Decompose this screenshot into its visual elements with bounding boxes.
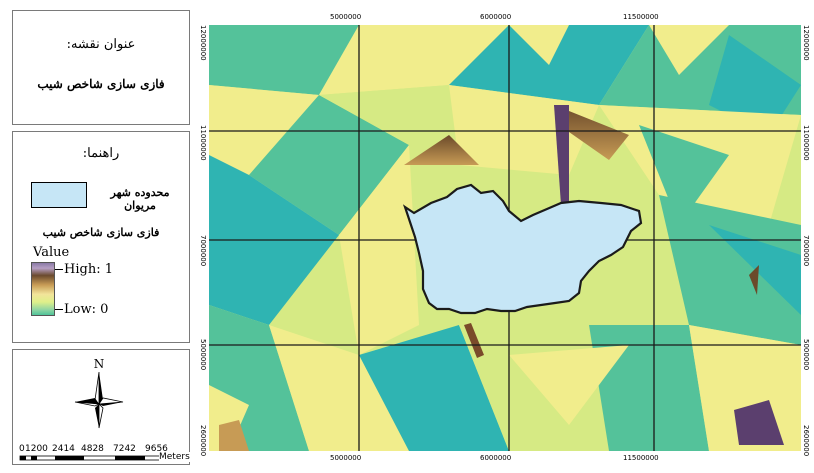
raster-facet <box>639 125 729 225</box>
raster-facet <box>649 25 729 75</box>
raster-facet <box>269 325 409 451</box>
map-title-value: فازی سازی شاخص شیب <box>37 77 165 91</box>
raster-facet <box>209 85 319 175</box>
north-scale-panel: N 0 1200 2414 4828 7242 9656 Meters <box>12 349 190 465</box>
y-coord-left-3: 7000000 <box>199 235 207 267</box>
scale-label-5: 9656 <box>145 444 168 454</box>
raster-facet <box>589 325 709 451</box>
north-letter: N <box>94 357 105 371</box>
scale-label-1: 1200 <box>25 444 48 454</box>
raster-facet <box>249 95 409 235</box>
x-coord-top-2: 6000000 <box>480 13 512 21</box>
y-coord-right-5: 2600000 <box>802 425 810 457</box>
y-coord-right-1: 12000000 <box>802 25 810 61</box>
raster-facet <box>709 35 801 135</box>
scale-label-4: 7242 <box>113 444 136 454</box>
x-coord-bottom-3: 11500000 <box>623 454 659 462</box>
scale-label-3: 4828 <box>81 444 104 454</box>
raster-facet <box>319 25 509 95</box>
low-tick <box>55 309 63 310</box>
raster-facet <box>509 345 629 425</box>
raster-facet <box>319 85 459 165</box>
y-coord-right-3: 7000000 <box>802 235 810 267</box>
scale-label-0: 0 <box>19 444 25 454</box>
slope-fuzzy-raster[interactable] <box>209 25 801 451</box>
x-coord-top-3: 11500000 <box>623 13 659 21</box>
city-boundary-swatch <box>31 182 87 208</box>
high-tick <box>55 269 63 270</box>
value-label: Value <box>33 245 70 260</box>
y-coord-right-4: 5000000 <box>802 339 810 371</box>
map-title-label: عنوان نقشه: <box>66 37 136 52</box>
raster-facet <box>209 25 359 95</box>
north-arrow-icon: N <box>74 357 124 429</box>
x-coord-bottom-2: 6000000 <box>480 454 512 462</box>
high-slope-patch <box>554 105 569 205</box>
map-frame: 5000000 6000000 11500000 5000000 6000000… <box>197 9 812 465</box>
raster-svg <box>209 25 801 451</box>
high-slope-patch <box>734 400 784 445</box>
scale-label-2: 2414 <box>52 444 75 454</box>
high-slope-patch <box>219 420 249 451</box>
y-coord-left-2: 11000000 <box>199 125 207 161</box>
high-slope-patch <box>554 105 629 160</box>
high-slope-patch <box>464 323 484 358</box>
y-coord-left-4: 5000000 <box>199 339 207 371</box>
scale-bar-graphic <box>19 455 169 461</box>
high-slope-patch <box>404 135 479 165</box>
map-title-panel: عنوان نقشه: فازی سازی شاخص شیب <box>12 10 190 125</box>
legend-panel: راهنما: محدوده شهر مریوان فازی سازی شاخص… <box>12 131 190 343</box>
scale-bar: 0 1200 2414 4828 7242 9656 Meters <box>19 444 190 462</box>
low-value-label: Low: 0 <box>64 302 109 317</box>
city-boundary <box>402 183 643 315</box>
y-coord-right-2: 11000000 <box>802 125 810 161</box>
city-boundary-label: محدوده شهر مریوان <box>110 186 170 212</box>
x-coord-bottom-1: 5000000 <box>330 454 362 462</box>
x-coord-top-1: 5000000 <box>330 13 362 21</box>
high-value-label: High: 1 <box>64 262 113 277</box>
y-coord-left-5: 2600000 <box>199 425 207 457</box>
color-ramp <box>31 262 55 316</box>
high-slope-patch <box>749 265 759 295</box>
legend-heading: راهنما: <box>82 146 120 161</box>
slope-layer-heading: فازی سازی شاخص شیب <box>42 226 160 239</box>
y-coord-left-1: 12000000 <box>199 25 207 61</box>
scale-unit: Meters <box>159 452 190 462</box>
raster-facet <box>509 25 569 65</box>
raster-facet <box>659 195 801 345</box>
